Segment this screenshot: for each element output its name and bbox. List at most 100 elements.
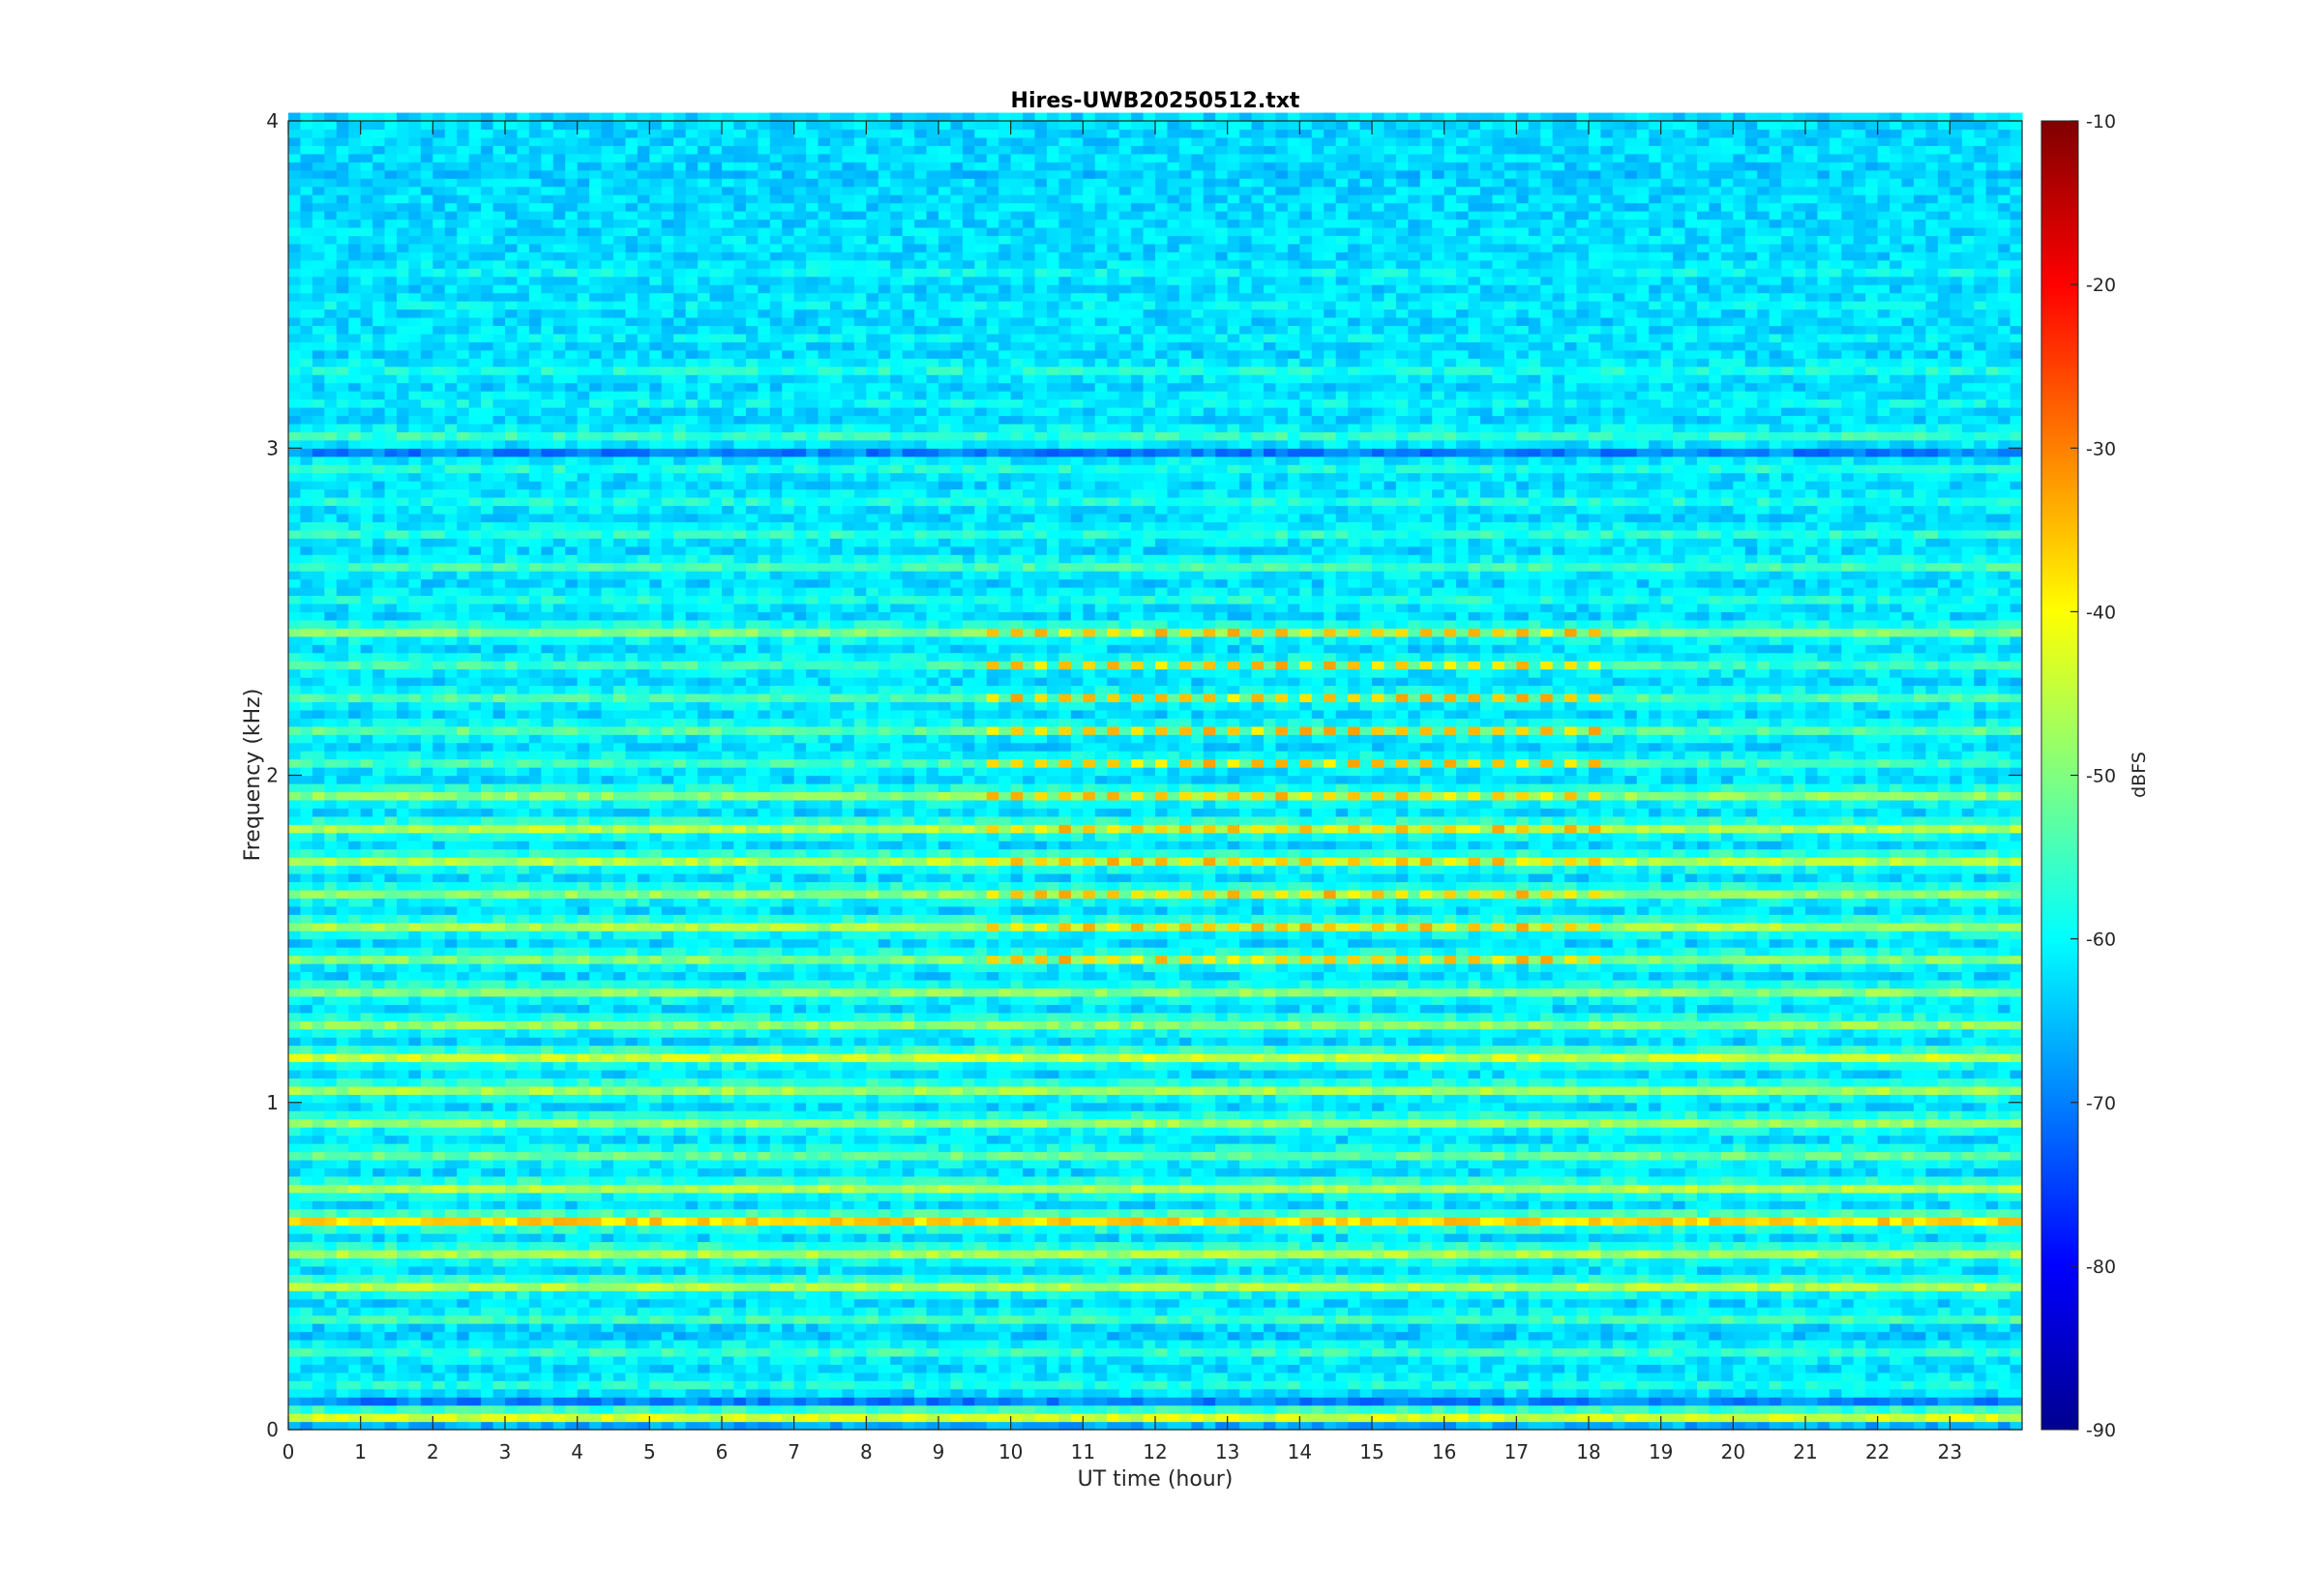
heatmap-cell — [589, 890, 602, 899]
heatmap-cell — [361, 415, 373, 424]
heatmap-cell — [517, 816, 529, 825]
heatmap-cell — [493, 538, 506, 547]
heatmap-cell — [445, 808, 458, 816]
heatmap-cell — [445, 816, 458, 825]
heatmap-cell — [469, 268, 482, 277]
heatmap-cell — [541, 898, 553, 906]
heatmap-cell — [313, 1004, 325, 1013]
heatmap-cell — [457, 341, 469, 350]
heatmap-cell — [324, 268, 337, 277]
heatmap-cell — [493, 154, 506, 163]
heatmap-cell — [300, 1332, 313, 1341]
heatmap-cell — [638, 1070, 650, 1079]
heatmap-cell — [421, 816, 433, 825]
heatmap-cell — [469, 1086, 482, 1095]
heatmap-cell — [445, 284, 458, 293]
heatmap-cell — [457, 914, 469, 923]
heatmap-cell — [432, 734, 445, 743]
heatmap-cell — [493, 1209, 506, 1218]
heatmap-cell — [517, 374, 529, 383]
heatmap-cell — [408, 783, 421, 792]
heatmap-cell — [469, 1061, 482, 1070]
heatmap-cell — [541, 1070, 553, 1079]
heatmap-cell — [625, 931, 638, 939]
heatmap-cell — [649, 284, 662, 293]
heatmap-cell — [541, 440, 553, 449]
heatmap-cell — [324, 1151, 337, 1160]
heatmap-cell — [649, 367, 662, 375]
heatmap-cell — [625, 1151, 638, 1160]
heatmap-cell — [408, 939, 421, 948]
heatmap-cell — [589, 473, 602, 482]
heatmap-cell — [613, 628, 626, 636]
heatmap-cell — [348, 1233, 361, 1242]
heatmap-cell — [625, 489, 638, 498]
heatmap-cell — [408, 873, 421, 882]
heatmap-cell — [408, 113, 421, 122]
heatmap-cell — [589, 1323, 602, 1332]
heatmap-cell — [481, 1078, 493, 1086]
heatmap-cell — [397, 334, 409, 342]
heatmap-cell — [372, 1127, 385, 1136]
heatmap-cell — [348, 137, 361, 146]
heatmap-cell — [565, 251, 578, 260]
heatmap-cell — [348, 554, 361, 563]
heatmap-cell — [529, 137, 542, 146]
heatmap-cell — [432, 1184, 445, 1193]
heatmap-cell — [505, 1103, 518, 1111]
heatmap-cell — [638, 791, 650, 800]
heatmap-cell — [348, 1257, 361, 1266]
heatmap-cell — [324, 1332, 337, 1341]
heatmap-cell — [649, 1299, 662, 1308]
heatmap-cell — [337, 1127, 349, 1136]
heatmap-cell — [432, 211, 445, 220]
heatmap-cell — [578, 669, 590, 678]
heatmap-cell — [529, 1242, 542, 1251]
heatmap-cell — [385, 1176, 398, 1185]
heatmap-cell — [517, 178, 529, 187]
heatmap-cell — [313, 759, 325, 768]
heatmap-cell — [397, 1307, 409, 1315]
heatmap-cell — [493, 604, 506, 612]
heatmap-cell — [481, 457, 493, 465]
heatmap-cell — [517, 481, 529, 489]
heatmap-cell — [324, 129, 337, 137]
heatmap-cell — [469, 350, 482, 359]
heatmap-cell — [408, 284, 421, 293]
heatmap-cell — [638, 1389, 650, 1398]
heatmap-cell — [288, 1422, 301, 1431]
heatmap-cell — [638, 726, 650, 735]
heatmap-cell — [421, 1226, 433, 1234]
heatmap-cell — [589, 260, 602, 269]
heatmap-cell — [638, 604, 650, 612]
heatmap-cell — [457, 1299, 469, 1308]
heatmap-cell — [578, 947, 590, 956]
heatmap-cell — [553, 1290, 566, 1299]
heatmap-cell — [397, 1013, 409, 1021]
heatmap-cell — [602, 611, 614, 620]
heatmap-cell — [457, 849, 469, 858]
heatmap-cell — [493, 1103, 506, 1111]
heatmap-cell — [432, 1389, 445, 1398]
heatmap-cell — [565, 448, 578, 457]
heatmap-cell — [445, 1380, 458, 1389]
heatmap-cell — [638, 1257, 650, 1266]
heatmap-cell — [553, 1397, 566, 1405]
heatmap-cell — [421, 554, 433, 563]
heatmap-cell — [288, 1315, 301, 1324]
heatmap-cell — [324, 710, 337, 719]
heatmap-cell — [313, 783, 325, 792]
heatmap-cell — [553, 415, 566, 424]
heatmap-cell — [457, 751, 469, 759]
heatmap-cell — [408, 154, 421, 163]
heatmap-cell — [469, 293, 482, 302]
heatmap-cell — [541, 1127, 553, 1136]
heatmap-cell — [481, 939, 493, 948]
heatmap-cell — [372, 1119, 385, 1128]
heatmap-cell — [408, 767, 421, 776]
heatmap-cell — [602, 1119, 614, 1128]
heatmap-cell — [300, 1250, 313, 1258]
heatmap-cell — [300, 841, 313, 849]
heatmap-cell — [348, 170, 361, 179]
heatmap-cell — [529, 538, 542, 547]
